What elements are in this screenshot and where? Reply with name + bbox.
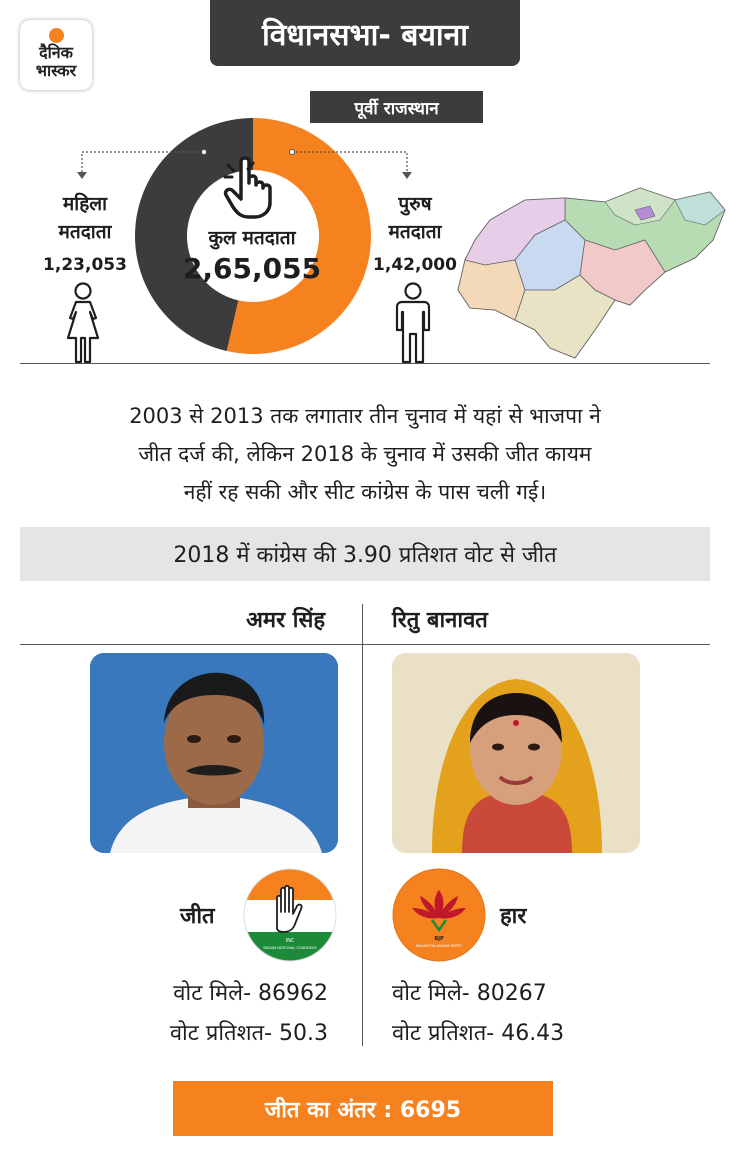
- total-voter-label: कुल मतदाता: [208, 227, 296, 249]
- section-divider: [20, 363, 710, 364]
- female-label-line1: महिला: [62, 193, 108, 215]
- male-voter-label: पुरुष मतदाता: [360, 190, 470, 246]
- summary-line-3: नहीं रह सकी और सीट कांग्रेस के पास चली ग…: [183, 480, 547, 504]
- logo-sun-icon: [49, 28, 64, 43]
- bjp-logo-text: BJP: [434, 936, 444, 942]
- voter-donut-chart: [135, 118, 371, 354]
- congress-party-logo: INC INDIAN NATIONAL CONGRESS: [243, 868, 337, 962]
- connector-lines: [77, 149, 412, 179]
- summary-line-1: 2003 से 2013 तक लगातार तीन चुनाव में यहा…: [129, 404, 601, 428]
- bjp-logo-subtext: BHARATIYA JANATA PARTY: [416, 944, 463, 948]
- logo-text-line2: भास्कर: [35, 61, 77, 80]
- winner-photo: [90, 653, 338, 853]
- winner-name: अमर सिंह: [246, 608, 325, 633]
- male-label-line1: पुरुष: [398, 193, 432, 215]
- female-voter-label: महिला मतदाता: [30, 190, 140, 246]
- loser-votes: वोट मिले- 80267: [392, 981, 547, 1006]
- loser-vote-percent: वोट प्रतिशत- 46.43: [392, 1021, 565, 1046]
- summary-line-2: जीत दर्ज की, लेकिन 2018 के चुनाव में उसक…: [138, 442, 592, 466]
- winner-vote-percent: वोट प्रतिशत- 50.3: [169, 1021, 328, 1046]
- inc-logo-text: INC: [286, 938, 295, 944]
- logo-text-line1: दैनिक: [39, 43, 73, 62]
- male-voter-arc: [226, 118, 371, 354]
- winner-status: जीत: [180, 904, 215, 929]
- region-label: पूर्वी राजस्थान: [310, 91, 483, 123]
- loser-name: रितु बानावत: [392, 608, 488, 633]
- candidate-column-divider: [362, 604, 363, 1046]
- total-voter-count: 2,65,055: [182, 252, 322, 285]
- loser-status: हार: [500, 904, 527, 929]
- winner-votes: वोट मिले- 86962: [173, 981, 328, 1006]
- male-person-icon: [395, 282, 431, 364]
- summary-paragraph: 2003 से 2013 तक लगातार तीन चुनाव में यहा…: [40, 397, 690, 511]
- female-voter-count: 1,23,053: [43, 255, 127, 275]
- page-title: विधानसभा- बयाना: [210, 0, 520, 66]
- result-banner: 2018 में कांग्रेस की 3.90 प्रतिशत वोट से…: [20, 527, 710, 581]
- region-map: [457, 187, 726, 359]
- female-voter-arc: [135, 118, 253, 352]
- inc-logo-subtext: INDIAN NATIONAL CONGRESS: [263, 946, 317, 950]
- vote-hand-icon: [223, 156, 272, 219]
- male-label-line2: मतदाता: [388, 221, 442, 243]
- female-person-icon: [66, 282, 100, 364]
- male-voter-count: 1,42,000: [373, 255, 457, 275]
- brand-logo: दैनिक भास्कर: [20, 20, 92, 90]
- female-label-line2: मतदाता: [58, 221, 112, 243]
- victory-margin: जीत का अंतर : 6695: [173, 1081, 553, 1136]
- names-divider: [20, 644, 710, 645]
- bjp-party-logo: BJP BHARATIYA JANATA PARTY: [392, 868, 486, 962]
- loser-photo: [392, 653, 640, 853]
